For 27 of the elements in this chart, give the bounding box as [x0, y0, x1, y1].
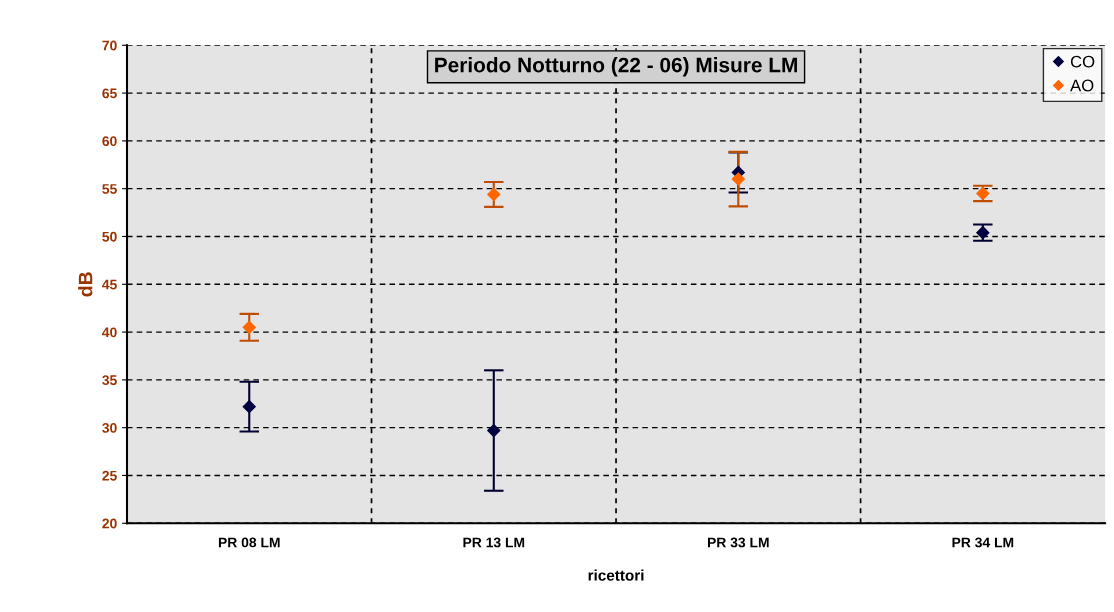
- text: Periodo Notturno (22 - 06) Misure LM: [435, 57, 797, 77]
- point: [976, 186, 990, 201]
- x-axis-title: ricettori: [588, 569, 644, 581]
- y-tick-label: 35: [102, 375, 117, 386]
- y-tick-label: 55: [102, 184, 117, 194]
- y-tick-label: 65: [102, 88, 117, 99]
- y-tick-label: 60: [102, 136, 117, 147]
- y-tick-label: 50: [102, 231, 117, 242]
- point: [976, 226, 990, 240]
- x-tick-label: PR 13 LM: [463, 537, 525, 548]
- legend-label: AO: [1070, 79, 1094, 92]
- y-tick-label: 20: [102, 518, 117, 529]
- point: [487, 187, 501, 202]
- x-tick-label: PR 34 LM: [952, 537, 1014, 548]
- point: [242, 320, 256, 334]
- y-tick-label: 45: [102, 279, 117, 290]
- y-tick-label: 40: [102, 327, 117, 338]
- x-tick-label: PR 08 LM: [218, 537, 280, 548]
- y-tick-label: 70: [102, 40, 117, 51]
- legend-label: CO: [1070, 55, 1095, 68]
- y-tick-label: 30: [102, 423, 117, 433]
- y-tick-label: 25: [102, 470, 117, 481]
- point: [242, 400, 256, 414]
- x-tick-label: PR 33 LM: [707, 537, 769, 548]
- point: [731, 172, 745, 186]
- y-axis-title: dB: [78, 272, 93, 297]
- point: [487, 423, 501, 438]
